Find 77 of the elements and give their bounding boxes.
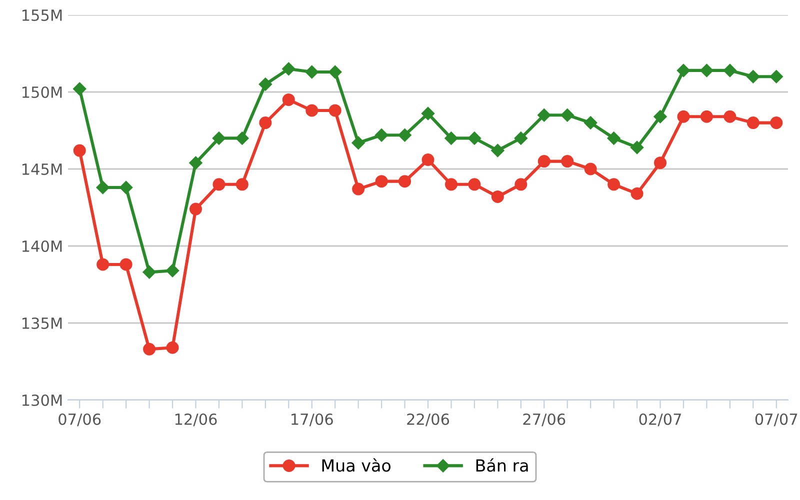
point <box>212 178 226 191</box>
point <box>421 106 435 120</box>
point <box>120 258 132 271</box>
point <box>73 144 86 157</box>
legend-label: Mua vào <box>322 458 390 472</box>
point <box>236 132 249 145</box>
point <box>258 78 272 91</box>
point <box>654 156 667 170</box>
point <box>259 116 272 130</box>
point <box>328 104 342 117</box>
point <box>328 65 342 79</box>
point <box>189 156 202 170</box>
point <box>654 110 667 124</box>
point <box>398 175 412 188</box>
point <box>584 116 598 130</box>
point <box>422 154 434 166</box>
y-tick-label: 130M <box>22 394 62 406</box>
point <box>538 108 551 122</box>
x-tick-label: 12/06 <box>175 413 217 426</box>
point <box>561 155 574 168</box>
point <box>374 128 388 142</box>
legend-label: Bán ra <box>476 458 528 472</box>
point <box>166 341 179 354</box>
y-tick-label: 150M <box>22 86 62 98</box>
point <box>468 132 482 145</box>
point <box>700 64 714 78</box>
point <box>96 180 110 194</box>
point <box>630 187 644 200</box>
point <box>491 144 504 158</box>
point <box>352 182 365 196</box>
point <box>282 62 296 76</box>
point <box>746 70 760 84</box>
point <box>305 65 318 79</box>
point <box>723 64 737 78</box>
x-tick-label: 07/07 <box>755 413 798 426</box>
y-tick-label: 135M <box>22 317 62 330</box>
point <box>700 110 713 123</box>
point <box>189 202 202 216</box>
point <box>770 116 783 130</box>
x-tick-label: 27/06 <box>523 413 566 426</box>
point <box>746 116 760 130</box>
point <box>538 155 550 168</box>
point <box>306 104 318 117</box>
point <box>73 82 86 96</box>
point <box>491 190 504 203</box>
point <box>444 178 458 191</box>
point <box>236 178 248 191</box>
point <box>142 266 156 279</box>
point <box>96 258 110 271</box>
point <box>468 178 481 191</box>
point <box>514 178 528 191</box>
point <box>143 342 156 356</box>
point <box>514 132 528 145</box>
point <box>608 178 620 191</box>
point <box>282 93 295 106</box>
point <box>560 108 574 122</box>
point <box>677 110 690 123</box>
point <box>352 136 365 150</box>
x-tick-label: 07/06 <box>58 413 101 426</box>
point <box>212 132 226 145</box>
point <box>398 128 412 142</box>
point <box>630 140 644 154</box>
point <box>119 180 133 194</box>
x-tick-label: 02/07 <box>639 413 681 426</box>
point <box>676 64 690 78</box>
point <box>444 132 458 145</box>
point <box>607 132 620 145</box>
point <box>584 162 597 176</box>
point <box>375 175 388 188</box>
point <box>770 70 783 84</box>
x-tick-label: 22/06 <box>407 413 450 426</box>
point <box>724 110 736 123</box>
point <box>166 264 180 278</box>
y-tick-label: 140M <box>22 240 62 252</box>
y-tick-label: 145M <box>22 164 62 176</box>
x-tick-label: 17/06 <box>292 413 333 426</box>
y-tick-label: 155M <box>22 10 62 22</box>
